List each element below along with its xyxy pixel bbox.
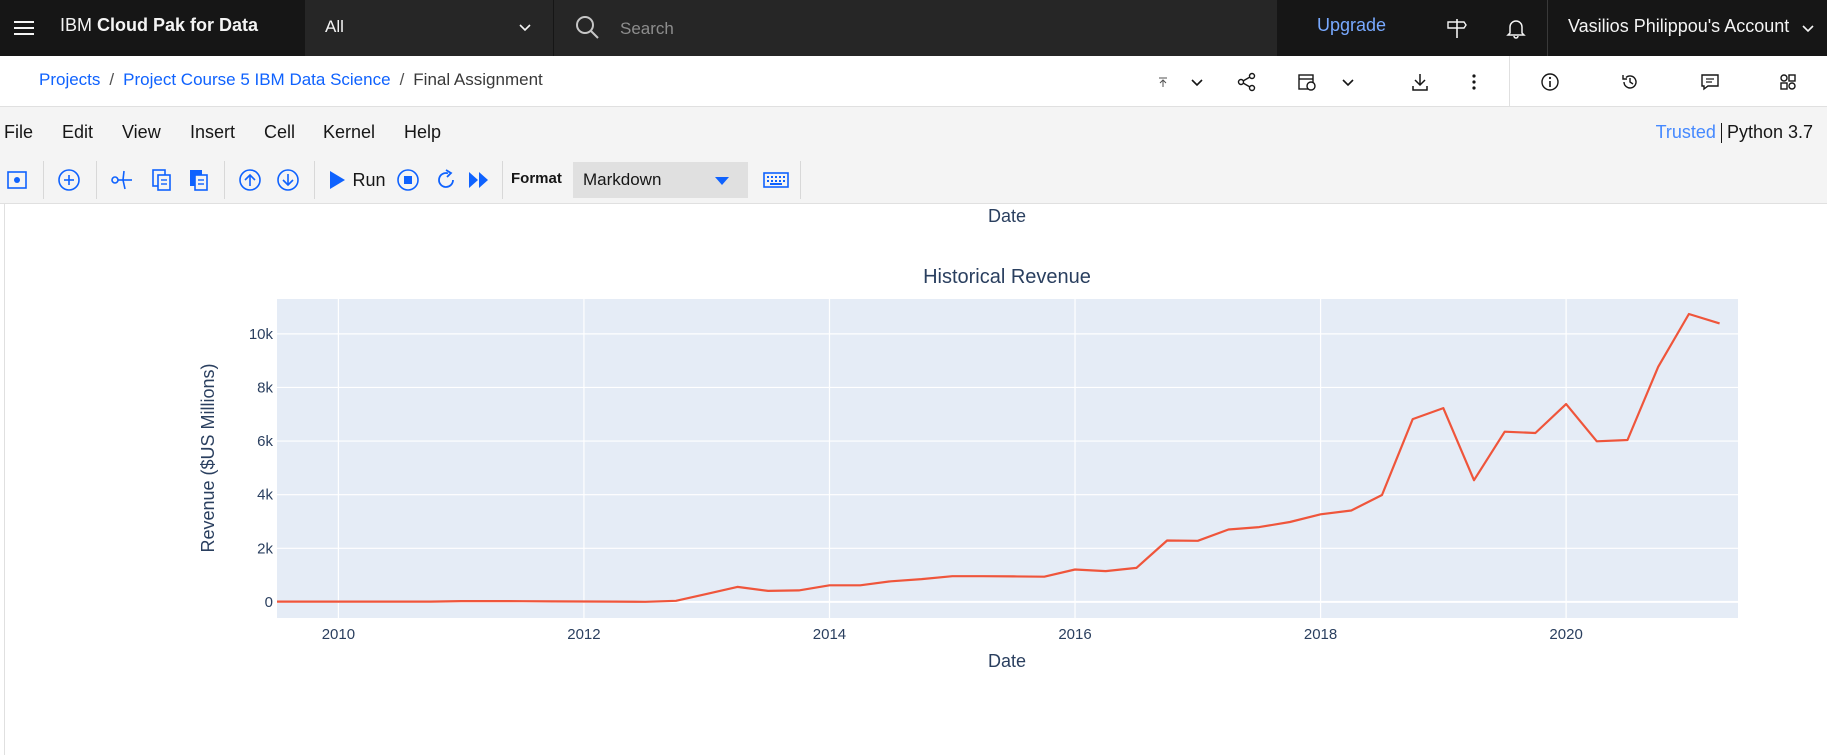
run-icon [330,171,346,189]
kernel-indicator: Trusted Python 3.7 [1655,122,1813,144]
version-history-icon[interactable] [1617,69,1643,95]
breadcrumb-current: Final Assignment [413,70,543,89]
menu-insert[interactable]: Insert [190,122,236,142]
chevron-down-icon [1802,25,1814,33]
breadcrumb: Projects / Project Course 5 IBM Data Scien… [39,70,543,90]
top-header: IBM Cloud Pak for Data All Upgrade Vasil… [0,0,1827,58]
account-label: Vasilios Philippou's Account [1568,16,1790,36]
account-switcher[interactable]: Vasilios Philippou's Account [1547,0,1827,56]
chevron-down-icon[interactable] [1335,69,1361,95]
chevron-down-icon[interactable] [1184,69,1210,95]
breadcrumb-projects[interactable]: Projects [39,70,101,89]
notebook-toolbar: Run Format Markdown [0,157,1827,204]
toolbar-divider [1509,56,1510,106]
y-tick-label: 10k [249,326,274,343]
copy-icon[interactable] [147,166,175,194]
scope-selected: All [325,17,344,36]
kernel-name[interactable]: Python 3.7 [1726,122,1813,142]
search-input[interactable] [618,0,1242,58]
x-tick-label: 2016 [1058,626,1091,643]
collapse-icon[interactable] [1150,69,1176,95]
add-cell-icon[interactable] [55,166,83,194]
run-button[interactable]: Run [326,166,388,194]
info-icon[interactable] [1537,69,1563,95]
breadcrumb-bar: Projects / Project Course 5 IBM Data Scien… [0,56,1827,107]
search-bar[interactable] [553,0,1277,58]
notebook-content: Date Historical Revenue 2010 2012 2014 2016… [0,204,1827,755]
chevron-down-icon [519,24,531,32]
menu-view[interactable]: View [122,122,161,142]
x-axis-label: Date [988,651,1026,671]
cell-border [4,204,5,755]
stop-icon[interactable] [394,166,422,194]
chart-title: Historical Revenue [923,266,1091,288]
brand-name: Cloud Pak for Data [97,15,259,35]
restart-icon[interactable] [432,166,460,194]
y-tick-label: 0 [265,594,273,611]
menu-cell[interactable]: Cell [264,122,296,142]
cell-type-select[interactable]: Markdown [573,162,748,198]
schedule-icon[interactable] [1294,69,1320,95]
x-tick-label: 2014 [813,626,846,643]
menu-help[interactable]: Help [404,122,442,142]
menu-edit[interactable]: Edit [62,122,94,142]
x-tick-label: 2018 [1304,626,1337,643]
search-icon [576,16,599,39]
notebook-menubar: File Edit View Insert Cell Kernel Help T… [0,107,1827,157]
keyboard-icon[interactable] [761,166,791,194]
breadcrumb-separator: / [109,70,115,89]
x-tick-label: 2020 [1549,626,1582,643]
share-icon[interactable] [1234,69,1260,95]
kernel-divider [1720,123,1722,144]
breadcrumb-project[interactable]: Project Course 5 IBM Data Science [123,70,391,89]
run-label: Run [352,169,386,190]
plot-area [277,299,1738,618]
upgrade-link[interactable]: Upgrade [1317,15,1387,35]
trusted-indicator[interactable]: Trusted [1655,122,1716,142]
toolbar-separator [502,161,503,199]
toolbar-separator [314,161,315,199]
save-icon[interactable] [3,166,31,194]
revenue-series-line [277,312,1720,603]
comments-icon[interactable] [1697,69,1723,95]
format-label: Format [511,170,562,187]
move-up-icon[interactable] [236,166,264,194]
series-line-layer [277,312,1720,603]
toolbar-separator [43,161,44,199]
toolbar-separator [224,161,225,199]
y-tick-label: 6k [257,433,273,450]
move-down-icon[interactable] [274,166,302,194]
product-brand[interactable]: IBM Cloud Pak for Data [60,15,258,36]
caret-down-icon [715,177,729,185]
scope-dropdown[interactable]: All [305,0,553,56]
menu-icon[interactable] [6,10,42,46]
x-tick-label: 2010 [322,626,355,643]
paste-icon[interactable] [184,166,212,194]
toolbar-separator [96,161,97,199]
previous-output-x-axis-label: Date [988,206,1026,226]
restart-run-all-icon[interactable] [465,166,493,194]
breadcrumb-separator: / [399,70,405,89]
download-icon[interactable] [1407,69,1433,95]
cell-type-value: Markdown [583,170,662,189]
overflow-menu-icon[interactable] [1461,69,1487,95]
brand-prefix: IBM [60,15,93,35]
menu-kernel[interactable]: Kernel [323,122,376,142]
axis-ticks: 2010 2012 2014 2016 2018 2020 0 2k 4k 6k 8k 10k [249,326,1583,643]
signpost-icon[interactable] [1441,12,1473,44]
toolbar-separator [800,161,801,199]
notification-icon[interactable] [1500,12,1532,44]
y-tick-label: 8k [257,379,273,396]
revenue-chart: Date Historical Revenue 2010 2012 2014 2016… [198,206,1738,671]
x-tick-label: 2012 [567,626,600,643]
y-tick-label: 4k [257,487,273,504]
menu-file[interactable]: File [4,122,34,142]
data-assets-icon[interactable] [1775,69,1801,95]
y-axis-label: Revenue ($US Millions) [198,363,218,552]
cut-icon[interactable] [108,166,136,194]
y-tick-label: 2k [257,540,273,557]
